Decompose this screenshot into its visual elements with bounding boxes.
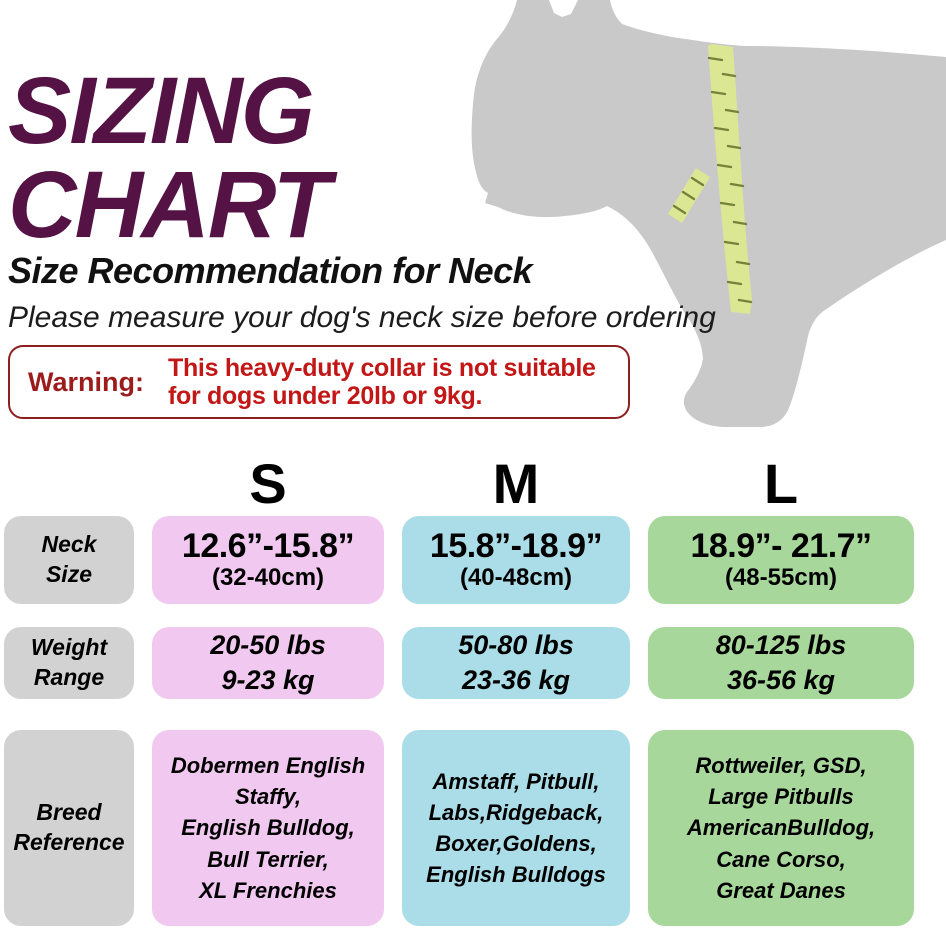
neck-size-l-inches: 18.9”- 21.7” [690, 526, 872, 565]
breed-m-value: Amstaff, Pitbull, Labs,Ridgeback, Boxer,… [426, 768, 606, 888]
neck-size-cell-m: 15.8”-18.9” (40-48cm) [402, 516, 630, 604]
page-title-line1: SIZING [8, 58, 315, 164]
column-header-s: S [249, 452, 287, 515]
dog-with-tape-svg [471, 0, 946, 427]
page-subtitle: Size Recommendation for Neck [8, 250, 533, 291]
sizing-table: S M L Neck Size 12.6”-15.8” (32-40cm) 15… [4, 454, 916, 926]
dog-silhouette [471, 0, 946, 427]
neck-size-s-cm: (32-40cm) [211, 563, 325, 591]
neck-size-cell-s: 12.6”-15.8” (32-40cm) [152, 516, 384, 604]
weight-cell-l: 80-125 lbs 36-56 kg [648, 627, 914, 699]
breed-cell-l: Rottweiler, GSD, Large Pitbulls American… [648, 730, 914, 926]
measure-note: Please measure your dog's neck size befo… [8, 301, 716, 334]
weight-s-value: 20-50 lbs 9-23 kg [210, 629, 326, 695]
warning-label: Warning: [28, 366, 144, 397]
neck-size-cell-l: 18.9”- 21.7” (48-55cm) [648, 516, 914, 604]
breed-s-value: Dobermen English Staffy, English Bulldog… [170, 752, 366, 903]
weight-cell-m: 50-80 lbs 23-36 kg [402, 627, 630, 699]
row-label-neck-size: Neck Size [4, 516, 134, 604]
breed-cell-m: Amstaff, Pitbull, Labs,Ridgeback, Boxer,… [402, 730, 630, 926]
page-title-line2: CHART [8, 152, 331, 258]
column-header-m: M [492, 452, 540, 515]
neck-size-m-cm: (40-48cm) [459, 563, 573, 591]
row-label-weight-range: Weight Range [4, 627, 134, 699]
weight-l-value: 80-125 lbs 36-56 kg [715, 629, 847, 695]
breed-l-value: Rottweiler, GSD, Large Pitbulls American… [686, 752, 876, 903]
breed-cell-s: Dobermen English Staffy, English Bulldog… [152, 730, 384, 926]
warning-message: This heavy-duty collar is not suitable f… [167, 354, 596, 410]
measuring-tape-icon [668, 44, 753, 314]
column-header-l: L [763, 452, 799, 515]
dog-silhouette-graphic [440, 0, 946, 440]
neck-size-l-cm: (48-55cm) [724, 563, 838, 591]
weight-cell-s: 20-50 lbs 9-23 kg [152, 627, 384, 699]
row-label-breed-reference: Breed Reference [4, 730, 134, 926]
weight-m-value: 50-80 lbs 23-36 kg [458, 629, 574, 695]
neck-size-m-inches: 15.8”-18.9” [429, 526, 603, 565]
page-title: SIZING CHART [8, 58, 331, 258]
neck-size-s-inches: 12.6”-15.8” [181, 526, 355, 565]
warning-box: Warning: This heavy-duty collar is not s… [8, 345, 630, 419]
